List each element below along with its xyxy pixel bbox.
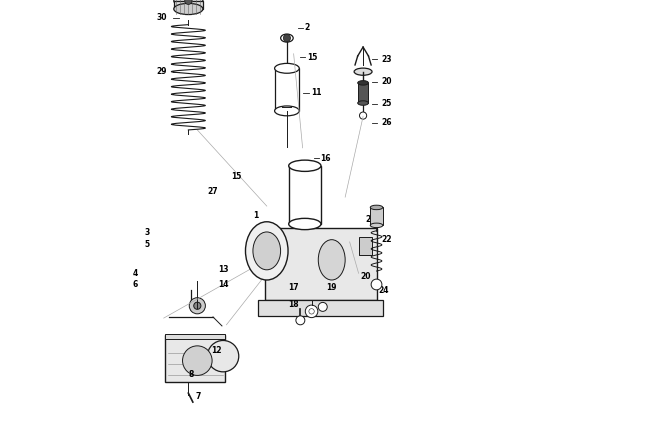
Text: 12: 12 xyxy=(211,346,221,355)
Ellipse shape xyxy=(174,0,203,7)
Circle shape xyxy=(359,112,367,119)
Text: 5: 5 xyxy=(145,240,150,249)
Text: 25: 25 xyxy=(381,99,391,108)
Text: 29: 29 xyxy=(157,67,167,76)
Bar xyxy=(265,228,376,300)
Bar xyxy=(165,335,226,382)
Text: 26: 26 xyxy=(381,118,391,127)
Circle shape xyxy=(194,302,201,309)
Ellipse shape xyxy=(370,205,383,210)
Bar xyxy=(359,237,372,255)
Circle shape xyxy=(371,279,382,290)
Ellipse shape xyxy=(274,64,299,73)
Text: 15: 15 xyxy=(307,53,317,62)
Text: 20: 20 xyxy=(361,272,371,281)
Text: 24: 24 xyxy=(379,286,389,295)
Ellipse shape xyxy=(274,106,299,116)
Text: 19: 19 xyxy=(326,283,337,292)
Text: 6: 6 xyxy=(133,280,138,289)
Ellipse shape xyxy=(289,218,321,230)
Text: 20: 20 xyxy=(381,77,391,86)
Ellipse shape xyxy=(370,223,383,228)
Text: 23: 23 xyxy=(381,55,391,64)
Bar xyxy=(165,334,226,340)
Bar xyxy=(274,69,299,111)
Text: 4: 4 xyxy=(133,269,138,278)
Circle shape xyxy=(189,298,205,314)
Text: 3: 3 xyxy=(145,228,150,237)
Ellipse shape xyxy=(246,222,288,280)
Ellipse shape xyxy=(358,101,369,105)
Circle shape xyxy=(183,346,212,375)
Text: 15: 15 xyxy=(231,172,241,181)
Bar xyxy=(174,1,203,9)
Text: 18: 18 xyxy=(288,300,299,309)
Text: 22: 22 xyxy=(381,235,391,244)
Ellipse shape xyxy=(281,34,293,42)
Text: 14: 14 xyxy=(218,280,229,289)
Text: 30: 30 xyxy=(157,13,167,22)
Text: 11: 11 xyxy=(311,88,321,97)
Ellipse shape xyxy=(358,81,369,85)
Circle shape xyxy=(185,0,192,4)
Text: 1: 1 xyxy=(254,211,259,220)
Circle shape xyxy=(296,316,305,325)
Text: 16: 16 xyxy=(320,154,331,163)
Text: 8: 8 xyxy=(188,370,194,379)
Circle shape xyxy=(283,34,291,42)
Text: 27: 27 xyxy=(207,187,218,196)
Text: 13: 13 xyxy=(218,265,229,274)
Ellipse shape xyxy=(289,160,321,172)
Bar xyxy=(358,83,369,103)
Text: 17: 17 xyxy=(288,283,299,292)
Ellipse shape xyxy=(253,232,281,270)
Circle shape xyxy=(306,305,318,318)
Bar xyxy=(258,300,384,316)
Text: 21: 21 xyxy=(365,215,376,224)
Text: 2: 2 xyxy=(305,23,310,32)
Bar xyxy=(289,166,321,224)
Ellipse shape xyxy=(318,240,345,280)
Ellipse shape xyxy=(354,68,372,75)
Circle shape xyxy=(318,302,327,311)
Ellipse shape xyxy=(174,4,203,15)
Bar xyxy=(370,207,383,225)
Circle shape xyxy=(207,340,239,372)
Text: 7: 7 xyxy=(195,392,200,401)
